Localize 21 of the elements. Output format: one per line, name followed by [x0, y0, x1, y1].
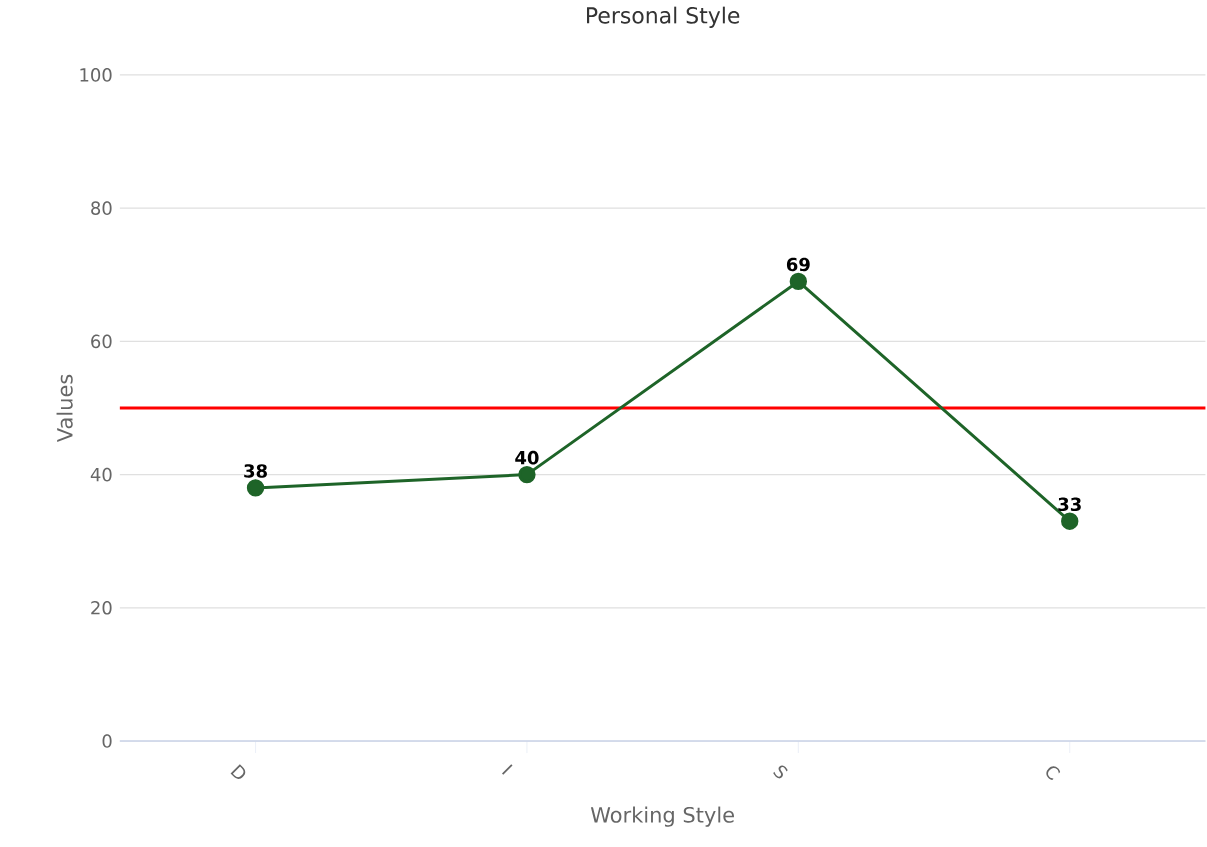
x-axis-title: Working Style: [590, 806, 734, 827]
data-label: 40: [515, 450, 539, 465]
data-label: 33: [1058, 497, 1081, 512]
y-tick-label: 80: [91, 201, 112, 215]
x-tick-label: S: [773, 765, 788, 779]
y-tick-label: 60: [91, 334, 112, 349]
y-tick-label: 40: [90, 467, 112, 482]
point: [518, 465, 536, 484]
y-tick-label: 20: [91, 601, 112, 615]
y-axis-title: Values: [56, 374, 73, 443]
data-label: 38: [244, 464, 267, 478]
point: [246, 479, 265, 497]
data-label: 69: [786, 257, 810, 272]
y-tick-label: 0: [102, 734, 112, 748]
point: [1061, 512, 1079, 530]
point: [789, 272, 808, 291]
y-tick-label: 100: [80, 68, 112, 82]
x-tick-label: I: [501, 764, 513, 775]
x-tick-label: D: [230, 764, 246, 779]
x-tick-label: C: [1046, 766, 1061, 780]
chart-title: Personal Style: [587, 6, 740, 28]
